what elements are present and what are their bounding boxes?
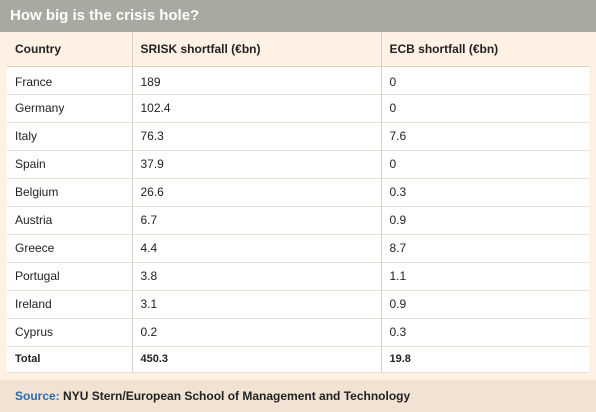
table-row: Austria 6.7 0.9 — [7, 206, 589, 235]
country-cell: Ireland — [7, 290, 132, 319]
table-row: Ireland 3.1 0.9 — [7, 290, 589, 319]
ecb-cell: 0 — [380, 150, 589, 179]
srisk-cell: 102.4 — [131, 94, 381, 123]
ecb-cell: 0.9 — [380, 206, 589, 235]
country-cell: Greece — [7, 234, 132, 263]
ecb-cell: 0.3 — [380, 318, 589, 347]
country-cell: Belgium — [7, 178, 132, 207]
ecb-cell: 0 — [380, 66, 589, 95]
country-cell: Austria — [7, 206, 132, 235]
country-cell: Cyprus — [7, 318, 132, 347]
table-body: France 189 0 Germany 102.4 0 Italy 76.3 7.6 Spain… — [7, 66, 589, 373]
country-cell: France — [7, 66, 132, 95]
table-row: Spain 37.9 0 — [7, 150, 589, 179]
srisk-cell: 0.2 — [131, 318, 381, 347]
srisk-cell: 76.3 — [131, 122, 381, 151]
srisk-cell: 3.1 — [131, 290, 381, 319]
header-row: Country SRISK shortfall (€bn) ECB shortf… — [7, 32, 589, 67]
country-cell: Germany — [7, 94, 132, 123]
data-table: Country SRISK shortfall (€bn) ECB shortf… — [7, 32, 589, 373]
chart-title: How big is the crisis hole? — [0, 0, 596, 32]
ecb-cell: 1.1 — [380, 262, 589, 291]
column-header-ecb: ECB shortfall (€bn) — [380, 32, 589, 67]
ecb-cell: 0.9 — [380, 290, 589, 319]
srisk-cell: 6.7 — [131, 206, 381, 235]
country-cell: Portugal — [7, 262, 132, 291]
total-label-cell: Total — [7, 346, 132, 373]
srisk-cell: 3.8 — [131, 262, 381, 291]
column-header-country: Country — [7, 32, 132, 67]
country-cell: Spain — [7, 150, 132, 179]
table-row: Cyprus 0.2 0.3 — [7, 318, 589, 347]
table-row: Greece 4.4 8.7 — [7, 234, 589, 263]
ecb-cell: 0.3 — [380, 178, 589, 207]
column-header-srisk: SRISK shortfall (€bn) — [131, 32, 381, 67]
table-row: Italy 76.3 7.6 — [7, 122, 589, 151]
table-row: Germany 102.4 0 — [7, 94, 589, 123]
srisk-cell: 26.6 — [131, 178, 381, 207]
total-srisk-cell: 450.3 — [131, 346, 381, 373]
country-cell: Italy — [7, 122, 132, 151]
srisk-cell: 189 — [131, 66, 381, 95]
srisk-cell: 4.4 — [131, 234, 381, 263]
srisk-cell: 37.9 — [131, 150, 381, 179]
table-row: France 189 0 — [7, 66, 589, 95]
ecb-cell: 0 — [380, 94, 589, 123]
ecb-cell: 7.6 — [380, 122, 589, 151]
source-label: Source: — [15, 389, 60, 403]
table-row: Portugal 3.8 1.1 — [7, 262, 589, 291]
source-text: NYU Stern/European School of Management … — [59, 389, 411, 403]
ecb-cell: 8.7 — [380, 234, 589, 263]
source-note: Source: NYU Stern/European School of Man… — [0, 380, 596, 412]
total-row: Total 450.3 19.8 — [7, 346, 589, 373]
table-row: Belgium 26.6 0.3 — [7, 178, 589, 207]
total-ecb-cell: 19.8 — [380, 346, 589, 373]
